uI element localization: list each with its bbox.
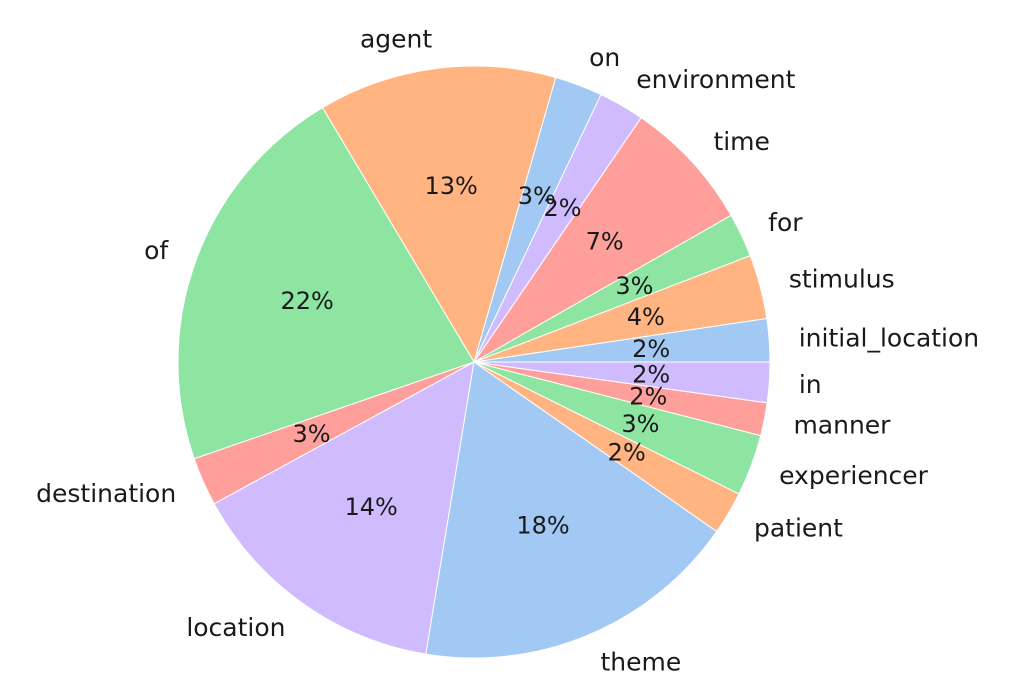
slice-label-environment: environment xyxy=(636,65,795,94)
pct-label-initial-location: 2% xyxy=(632,335,670,363)
slice-label-patient: patient xyxy=(754,514,843,543)
slice-label-time: time xyxy=(713,127,769,156)
slice-label-stimulus: stimulus xyxy=(789,265,895,294)
pct-label-for: 3% xyxy=(615,272,653,300)
pct-label-stimulus: 4% xyxy=(627,303,665,331)
pct-label-location: 14% xyxy=(345,493,398,521)
slice-of xyxy=(177,107,475,460)
slice-label-agent: agent xyxy=(360,25,432,54)
slice-label-of: of xyxy=(144,236,169,265)
slice-label-experiencer: experiencer xyxy=(779,461,929,490)
slice-label-destination: destination xyxy=(36,479,176,508)
pct-label-theme: 18% xyxy=(516,512,569,540)
pct-label-of: 22% xyxy=(281,287,334,315)
pct-label-agent: 13% xyxy=(425,172,478,200)
slice-label-theme: theme xyxy=(600,648,681,677)
pct-label-manner: 2% xyxy=(629,382,667,410)
pct-label-experiencer: 3% xyxy=(621,410,659,438)
pct-label-patient: 2% xyxy=(608,439,646,467)
pct-label-time: 7% xyxy=(586,228,624,256)
slice-theme xyxy=(425,361,718,659)
slice-location xyxy=(213,361,475,655)
slice-label-initial-location: initial_location xyxy=(799,323,979,352)
slice-label-location: location xyxy=(186,613,285,642)
slice-in xyxy=(473,361,771,404)
slice-label-on: on xyxy=(589,43,620,72)
pct-label-destination: 3% xyxy=(293,420,331,448)
pct-label-in: 2% xyxy=(632,360,670,388)
slice-label-for: for xyxy=(768,208,803,237)
pie-labels: 2% initial_location 4% stimulus 3% for 7% time 2… xyxy=(36,25,979,677)
pct-label-on: 3% xyxy=(518,182,556,210)
pct-label-environment: 2% xyxy=(543,194,581,222)
slice-agent xyxy=(321,65,557,364)
slice-label-in: in xyxy=(799,370,822,399)
slice-label-manner: manner xyxy=(793,411,891,440)
slice-time xyxy=(473,117,732,363)
pie-slices xyxy=(177,65,771,659)
